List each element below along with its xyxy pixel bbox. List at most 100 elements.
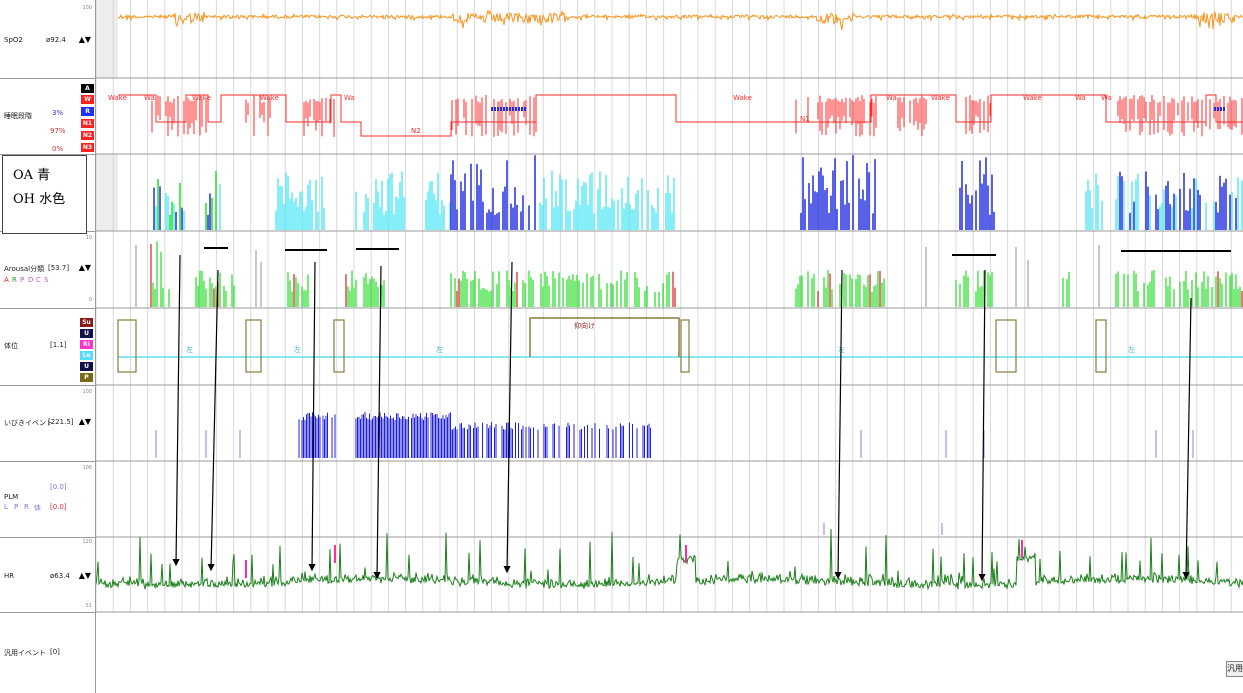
position-su-box: Su — [80, 318, 93, 327]
rem-mark — [1217, 107, 1219, 111]
spo2-label: SpO2 — [4, 36, 23, 44]
arousal-letter-r: R — [12, 276, 17, 284]
plm-letter-body: 体 — [34, 504, 41, 512]
waveform-plot-area[interactable]: Wake Wa Wake Wake Wa N2 Wake N1 Wa Wake Wake Wa Wa 左… — [96, 0, 1243, 693]
sleep-stage-pct-n3: 0% — [52, 145, 64, 153]
position-annotation: 左 — [186, 345, 193, 354]
hypnogram-annotation: N1 — [800, 115, 810, 123]
hypnogram-trace: Wake Wa Wake Wake Wa N2 Wake N1 Wa Wake Wake Wa Wa — [108, 94, 1243, 137]
rem-mark — [1214, 107, 1216, 111]
hr-value: ø63.4 — [50, 572, 70, 580]
channel-row-snore[interactable]: いびきイベント [221.5] ▲▼ 100 — [0, 385, 95, 462]
position-annotation: 仰向け — [574, 321, 595, 330]
hypnogram-annotation: Wa — [344, 94, 355, 102]
channel-row-hr[interactable]: HR ø63.4 ▲▼ 120 51 — [0, 537, 95, 613]
rem-mark — [491, 107, 493, 111]
legend-oa-text: OA 青 — [13, 168, 51, 183]
position-annotation: 左 — [1128, 345, 1135, 354]
sleep-stage-label: 睡眠段階 — [4, 112, 32, 120]
spo2-scale-top: 100 — [82, 5, 92, 11]
arousal-letter-a: A — [4, 276, 9, 284]
hypnogram-annotation: Wa — [144, 94, 155, 102]
arousal-scale-arrows-icon[interactable]: ▲▼ — [78, 263, 91, 272]
rem-mark — [503, 107, 505, 111]
annotation-arrow — [978, 269, 986, 582]
stage-n1-box: N1 — [81, 119, 94, 128]
stage-n3-box: N3 — [81, 143, 94, 152]
arousal-letter-s: S — [44, 276, 49, 284]
hr-trace — [96, 529, 1243, 591]
hypnogram-annotation: Wa — [1075, 94, 1086, 102]
position-annotation: 左 — [294, 345, 301, 354]
rem-mark — [509, 107, 511, 111]
hypnogram-annotation: Wake — [108, 94, 127, 102]
hr-line — [96, 529, 1243, 591]
generic-corner-button[interactable]: 汎用 — [1226, 661, 1243, 677]
snore-scale-top: 100 — [82, 389, 92, 395]
rem-mark — [515, 107, 517, 111]
arousal-label: Arousal分類 — [4, 265, 45, 273]
position-transition-mark — [245, 319, 262, 373]
rem-mark — [500, 107, 502, 111]
sleep-stage-pct-n1: 97% — [50, 127, 66, 135]
hypnogram-annotation: Wake — [931, 94, 950, 102]
channel-row-plm[interactable]: PLM [0.0] [0.0] L P R 体 106 — [0, 461, 95, 538]
annotation-arrows — [172, 247, 1231, 582]
channel-row-sleep-stage[interactable]: 睡眠段階 3% 97% 0% A W R N1 N2 N3 — [0, 78, 95, 155]
rem-mark — [1220, 107, 1222, 111]
annotation-arrow — [834, 269, 843, 580]
annotation-arrow — [308, 261, 316, 572]
hr-scale-arrows-icon[interactable]: ▲▼ — [78, 571, 91, 580]
rem-mark — [506, 107, 508, 111]
stage-n2-box: N2 — [81, 131, 94, 140]
position-label: 体位 — [4, 342, 18, 350]
snore-value: [221.5] — [48, 418, 74, 426]
stage-w-box: W — [81, 95, 94, 104]
hypnogram-annotation: N2 — [411, 127, 421, 135]
rem-mark — [1223, 107, 1225, 111]
hypnogram-annotation: Wa — [886, 94, 897, 102]
position-transition-mark — [1095, 319, 1107, 373]
rem-mark — [518, 107, 520, 111]
rem-mark — [512, 107, 514, 111]
plm-value-2: [0.0] — [50, 503, 67, 511]
resp-hidden-region — [96, 154, 118, 231]
snore-scale-arrows-icon[interactable]: ▲▼ — [78, 417, 91, 426]
spo2-trace — [117, 9, 1243, 31]
hypnogram-annotation: Wake — [1023, 94, 1042, 102]
annotation-arrow — [373, 265, 382, 580]
channel-row-spo2[interactable]: SpO2 ø92.4 ▲▼ 100 — [0, 0, 95, 79]
plm-event-marks — [823, 523, 943, 535]
arousal-event-bars — [135, 241, 1243, 307]
spo2-line — [117, 9, 1243, 31]
plm-letter-r: R — [24, 503, 29, 511]
snore-event-bars — [155, 412, 1194, 458]
position-trace: 左左左仰向け左左 — [117, 317, 1243, 373]
generic-event-label: 汎用イベント — [4, 649, 46, 657]
position-p-box: P — [80, 373, 93, 382]
rem-mark — [497, 107, 499, 111]
arousal-letter-d: D — [28, 276, 34, 284]
respiratory-legend-box: OA 青 OH 水色 — [2, 155, 87, 234]
channel-row-arousal[interactable]: Arousal分類 [53.7] ▲▼ 10 0 A R P D C S — [0, 231, 95, 309]
channel-row-generic-event[interactable]: 汎用イベント [0] — [0, 612, 95, 692]
generic-event-value: [0] — [50, 648, 60, 656]
legend-oh-text: OH 水色 — [13, 192, 66, 207]
spo2-hidden-region — [96, 0, 118, 78]
snore-label: いびきイベント — [4, 419, 53, 427]
annotation-arrow — [172, 254, 181, 567]
arousal-value: [53.7] — [48, 264, 70, 272]
plm-letter-p: P — [14, 503, 19, 511]
hr-label: HR — [4, 572, 15, 580]
hypnogram-annotation: Wake — [733, 94, 752, 102]
position-u2-box: U — [80, 362, 93, 371]
sleep-stage-pct-r: 3% — [52, 109, 64, 117]
position-value: [1.1] — [50, 341, 67, 349]
channel-row-position[interactable]: 体位 [1.1] Su U Ri Le U P — [0, 308, 95, 386]
rem-mark — [521, 107, 523, 111]
spo2-value: ø92.4 — [46, 36, 66, 44]
position-transition-mark — [117, 319, 137, 373]
hypnogram-annotation: Wake — [192, 94, 211, 102]
spo2-scale-arrows-icon[interactable]: ▲▼ — [78, 35, 91, 44]
